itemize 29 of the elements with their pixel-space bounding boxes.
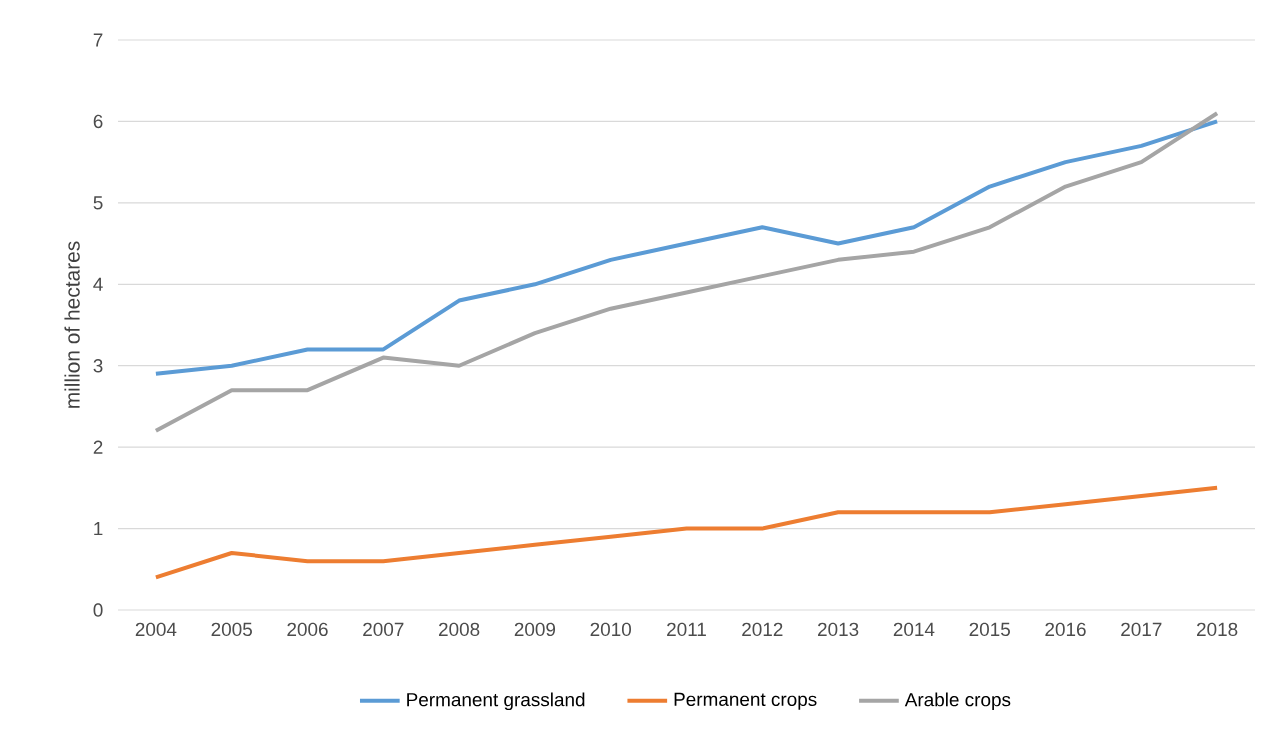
x-tick-label: 2016 [1045,622,1086,637]
y-tick-label: 6 [93,114,103,129]
line-series [153,119,1220,376]
y-tick-label: 5 [93,196,103,210]
x-tick-label: 2013 [817,622,859,637]
x-tick-label: 2008 [438,622,480,637]
y-tick-label: 0 [93,603,103,617]
y-tick-label: 1 [94,522,103,536]
x-tick-label: 2017 [1121,622,1162,637]
x-tick-label: 2009 [514,622,556,637]
y-tick-label: 4 [93,277,103,291]
x-tick-label: 2005 [211,622,252,637]
x-tick-label: 2014 [893,622,935,637]
y-axis-title: million of hectares [64,241,80,408]
legend-label: Permanent grassland [407,692,585,711]
x-tick-label: 2010 [590,622,631,637]
y-tick-label: 7 [93,33,103,47]
x-tick-label: 2006 [287,622,328,637]
x-tick-label: 2015 [969,622,1010,637]
x-tick-label: 2011 [667,622,706,637]
x-tick-label: 2004 [135,622,177,637]
x-tick-label: 2012 [742,622,783,637]
x-tick-label: 2007 [363,622,404,637]
x-tick-label: 2018 [1196,622,1238,637]
y-tick-label: 3 [93,359,103,373]
legend-label: Arable crops [904,692,1011,711]
line-series [153,111,1220,433]
legend-label: Permanent crops [674,692,817,710]
y-tick-label: 2 [93,440,103,454]
